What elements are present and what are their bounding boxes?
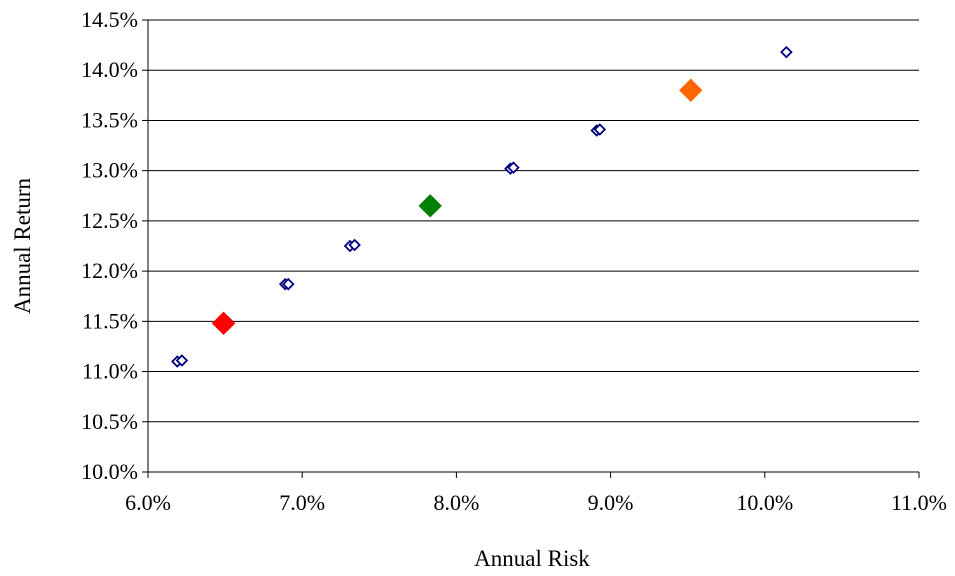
x-tick-label: 6.0% bbox=[125, 490, 171, 515]
y-tick-label: 10.0% bbox=[81, 459, 138, 484]
highlighted-data-point bbox=[679, 78, 703, 103]
gridlines bbox=[148, 19, 919, 423]
y-tick-label: 14.0% bbox=[81, 57, 138, 82]
highlighted-data-point bbox=[418, 194, 442, 218]
y-axis-title: Annual Return bbox=[10, 177, 35, 314]
y-tick-label: 11.0% bbox=[82, 359, 138, 384]
data-point bbox=[780, 45, 793, 59]
data-point bbox=[593, 123, 607, 136]
y-tick-label: 14.5% bbox=[81, 7, 138, 32]
y-tick-label: 13.5% bbox=[81, 107, 138, 132]
axes bbox=[142, 19, 920, 478]
y-tick-label: 12.5% bbox=[81, 208, 138, 233]
y-tick-label: 11.5% bbox=[82, 308, 138, 333]
y-tick-label: 12.0% bbox=[81, 258, 138, 283]
y-tick-labels: 10.0% 10.5% 11.0% 11.5% 12.0% 12.5% 13.0% 13.5%… bbox=[81, 7, 138, 484]
x-tick-label: 10.0% bbox=[736, 490, 793, 515]
y-tick-label: 13.0% bbox=[81, 158, 138, 183]
x-tick-label: 8.0% bbox=[433, 490, 479, 515]
x-tick-labels: 6.0% 7.0% 8.0% 9.0% 10.0% 11.0% bbox=[125, 490, 947, 515]
data-points bbox=[171, 45, 793, 368]
x-tick-label: 7.0% bbox=[279, 490, 325, 515]
highlighted-data-point bbox=[211, 311, 236, 336]
x-tick-label: 9.0% bbox=[588, 490, 634, 515]
data-point bbox=[348, 238, 361, 252]
data-point bbox=[175, 354, 189, 367]
y-tick-label: 10.5% bbox=[81, 409, 138, 434]
data-point bbox=[282, 277, 295, 291]
x-tick-label: 11.0% bbox=[891, 490, 947, 515]
x-axis-title: Annual Risk bbox=[474, 546, 590, 571]
data-point bbox=[507, 161, 520, 174]
